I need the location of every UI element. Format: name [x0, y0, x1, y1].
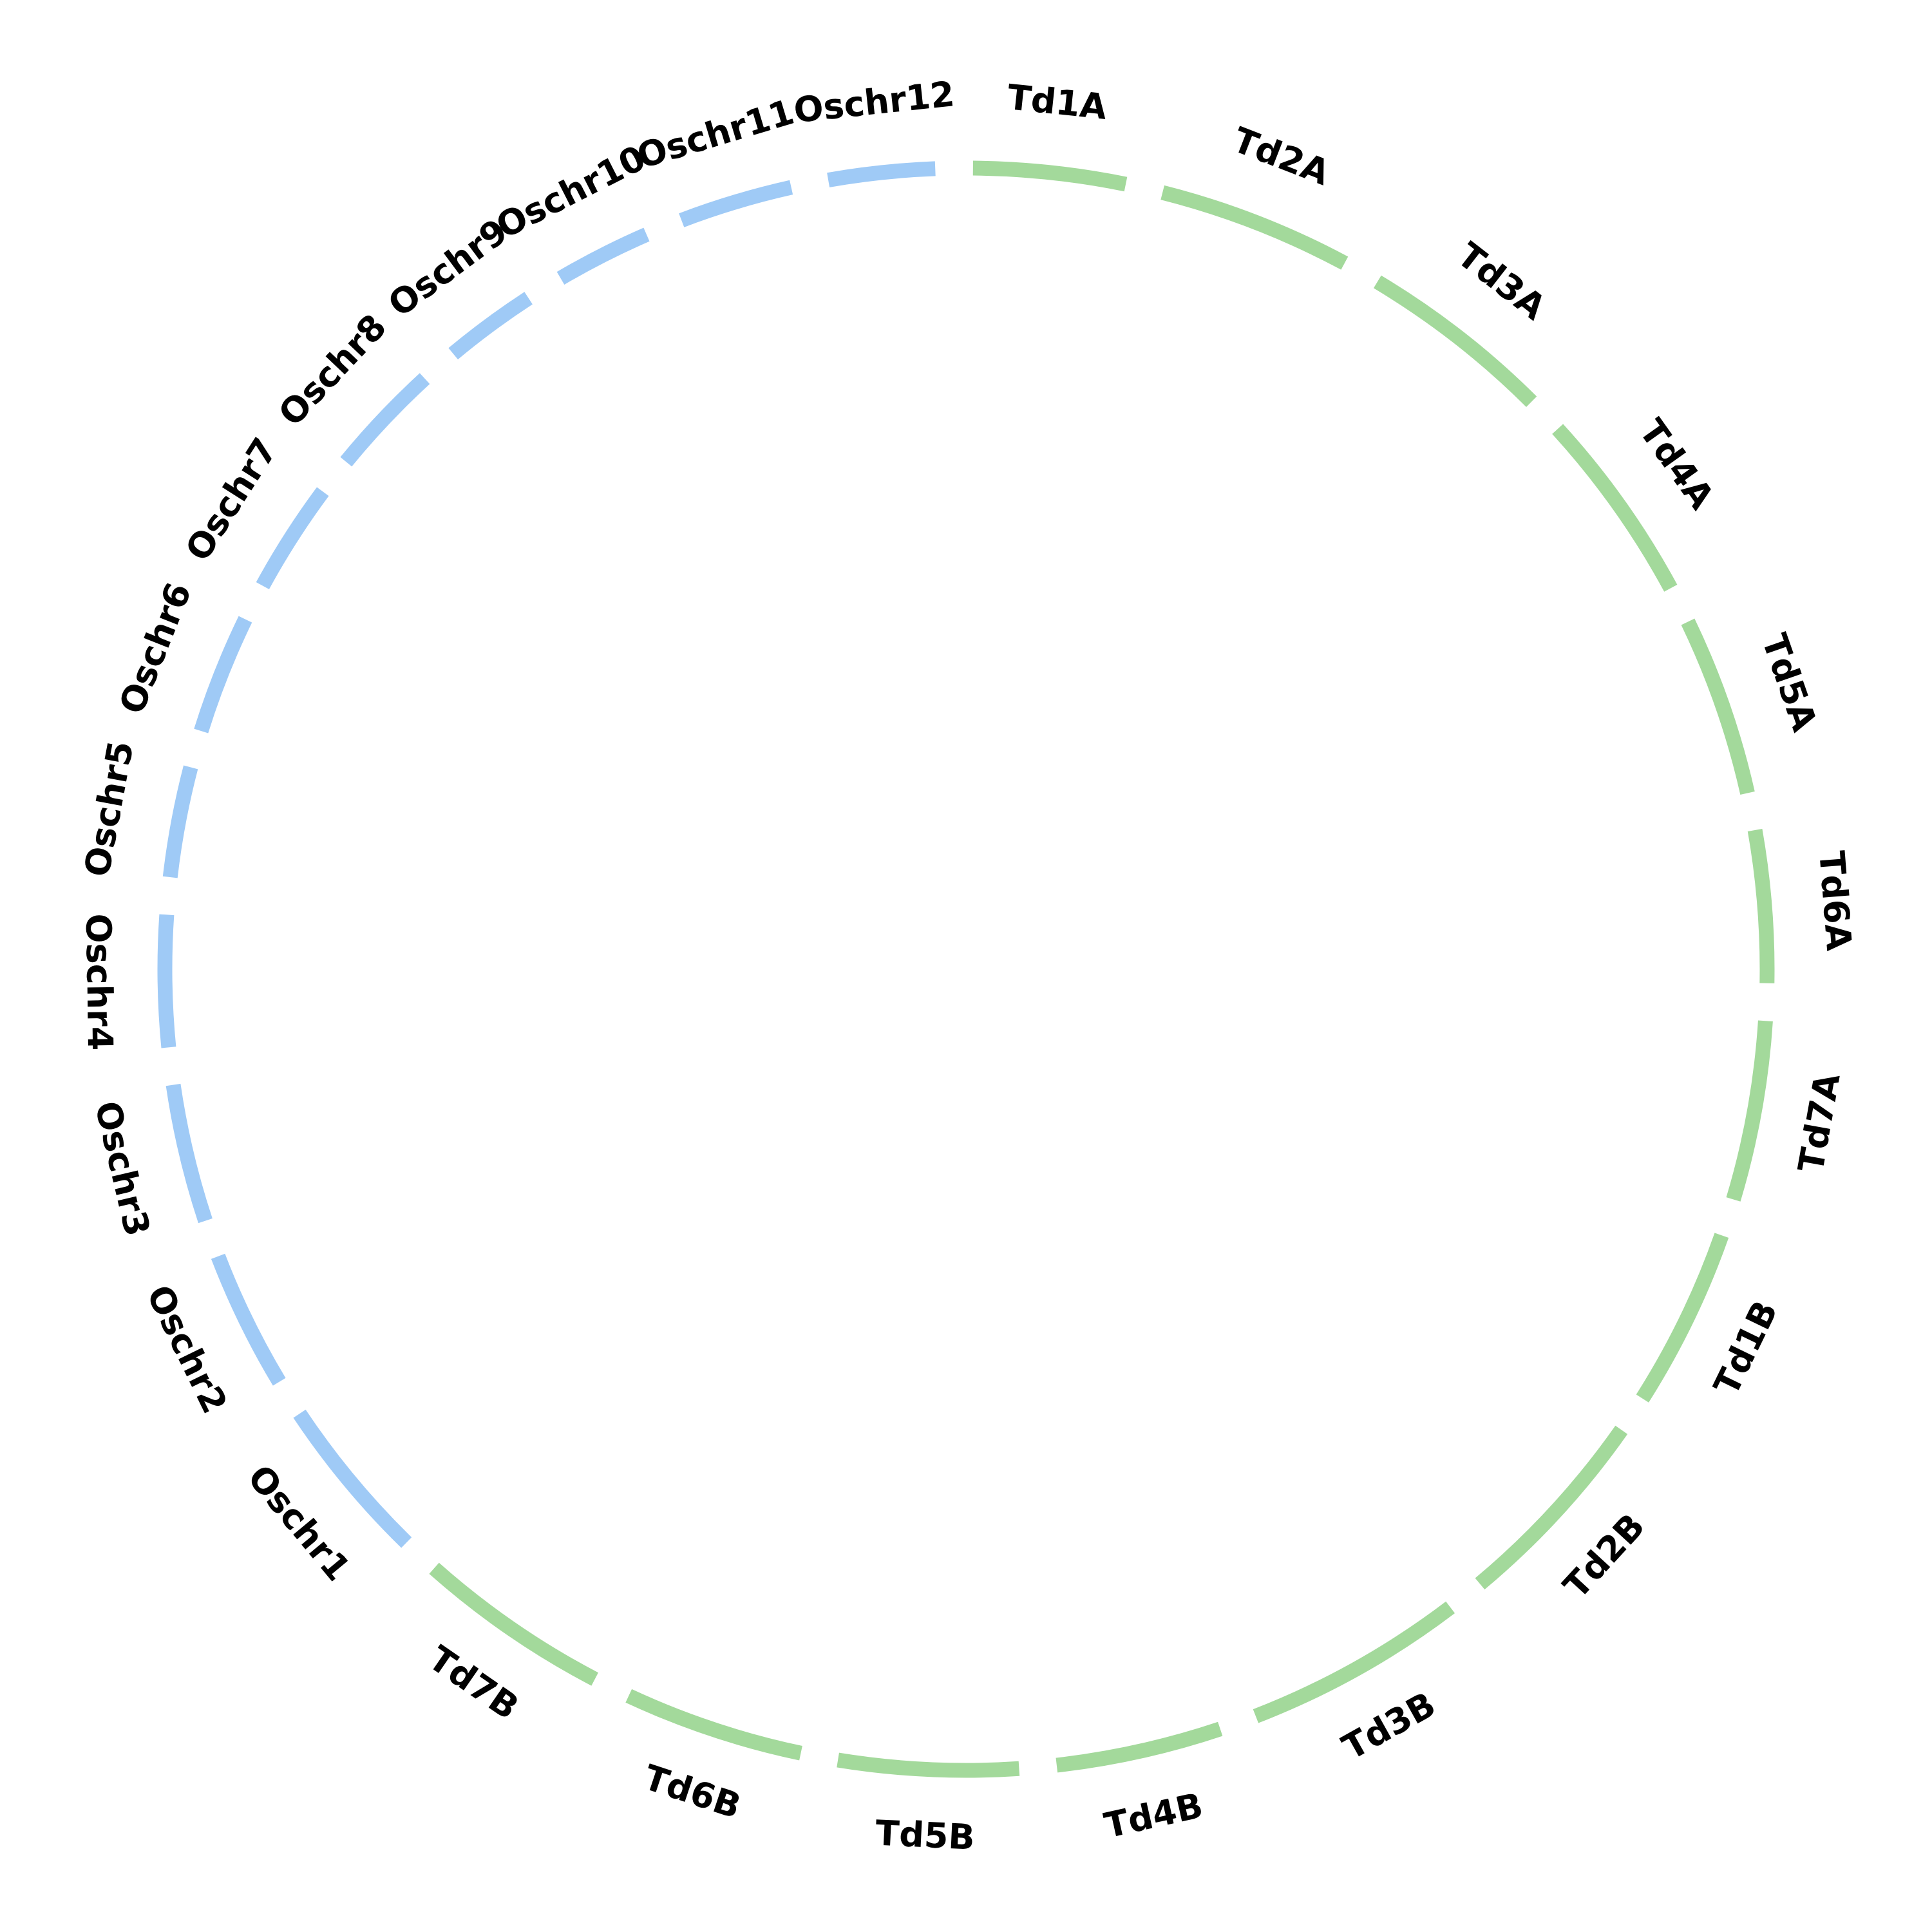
chromosome-arc	[166, 1083, 213, 1224]
chromosome-arc	[972, 160, 1128, 192]
chromosome-arc	[211, 1253, 286, 1386]
chromosome-arc	[448, 292, 533, 360]
chromosome-arc	[1552, 424, 1678, 592]
chromosome-arc	[1726, 1020, 1773, 1202]
chromosome-arc	[1253, 1601, 1455, 1723]
chromosome-arc	[293, 1409, 412, 1548]
chromosome-label: Td1B	[1706, 1294, 1786, 1401]
chromosome-arc	[1056, 1721, 1223, 1773]
chromosome-arc	[157, 914, 176, 1048]
chromosome-label: Td7A	[1790, 1070, 1848, 1175]
chromosome-arc	[1475, 1425, 1628, 1590]
chromosome-label: Td3A	[1450, 234, 1553, 328]
chromosome-label: Oschr3	[87, 1097, 158, 1240]
chromosome-label: Oschr9	[381, 211, 515, 325]
chromosome-label: Td2A	[1227, 119, 1335, 193]
chromosome-label: Td4A	[1631, 412, 1722, 516]
chromosome-label: Td3B	[1336, 1684, 1442, 1768]
chromosome-label: Oschr4	[78, 913, 120, 1051]
chromosome-arc	[194, 616, 252, 734]
chromosome-arc	[1373, 275, 1537, 407]
chromosome-arc	[162, 765, 198, 878]
chromosome-arc	[556, 227, 650, 285]
chromosome-label: Td5A	[1754, 629, 1824, 736]
chromosome-arc	[1636, 1233, 1729, 1403]
chromosome-label: Td1A	[1005, 77, 1109, 128]
chromosome-arc	[340, 373, 430, 467]
chromosome-arc	[679, 180, 793, 227]
chromosome-label: Td7B	[421, 1638, 526, 1727]
chromosome-arc	[429, 1562, 598, 1686]
chromosome-label: Oschr12	[792, 73, 957, 131]
chromosome-label: Td4B	[1101, 1785, 1206, 1846]
chromosome-label: Td6B	[639, 1757, 746, 1826]
chromosome-label: Td6A	[1811, 849, 1859, 952]
chromosome-label: Oschr8	[270, 307, 394, 434]
chromosome-arc	[837, 1752, 1020, 1778]
chromosome-arc	[827, 161, 936, 187]
chromosome-label: Td2B	[1556, 1506, 1653, 1606]
chromosome-label: Td5B	[875, 1813, 976, 1858]
chromosome-label: Oschr7	[178, 431, 286, 568]
chromosome-arc	[1681, 618, 1755, 795]
chromosome-label: Oschr2	[138, 1279, 235, 1420]
chromosome-arc	[625, 1689, 802, 1761]
chromosome-arc	[256, 487, 329, 590]
chromosome-label: Oschr6	[111, 577, 200, 719]
chromosome-arc	[1747, 828, 1775, 983]
chromosome-label: Oschr5	[77, 738, 142, 880]
chromosome-arc	[1160, 185, 1349, 270]
chromosome-label: Oschr10	[490, 137, 652, 247]
chromosome-label: Oschr11	[632, 91, 799, 176]
